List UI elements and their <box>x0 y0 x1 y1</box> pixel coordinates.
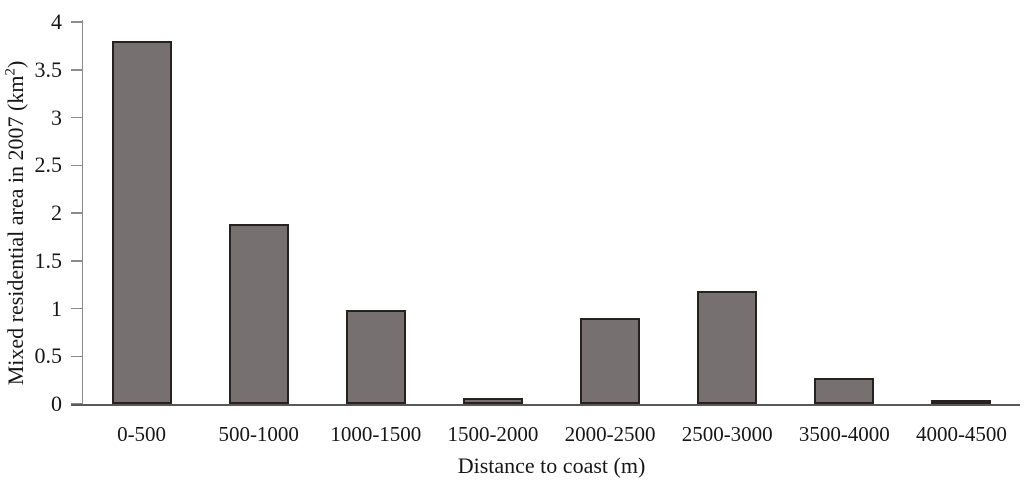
y-tick-mark <box>70 307 82 310</box>
y-tick-label: 3.5 <box>34 56 63 82</box>
y-tick-label: 1.5 <box>34 247 63 273</box>
bar-4000-4500 <box>931 400 992 404</box>
x-tick-label: 2000-2500 <box>564 422 656 446</box>
y-axis-line <box>81 20 83 404</box>
y-tick-mark <box>70 164 82 166</box>
y-tick-label: 0.5 <box>34 343 63 369</box>
y-tick-mark <box>70 355 82 357</box>
x-tick-label: 4000-4500 <box>915 422 1007 446</box>
x-tick-label: 3500-4000 <box>798 422 890 446</box>
y-tick-label: 0 <box>51 391 62 416</box>
x-axis-title: Distance to coast (m) <box>457 453 646 478</box>
x-tick-label: 1000-1500 <box>330 422 422 446</box>
bar-3500-4000 <box>814 378 875 404</box>
y-tick-label: 2 <box>51 200 62 225</box>
bar-1500-2000 <box>462 398 523 404</box>
bar-500-1000 <box>228 223 289 404</box>
bar-2000-2500 <box>580 318 641 404</box>
x-tick-label: 0-500 <box>117 422 167 446</box>
y-tick-mark <box>70 260 82 262</box>
bar-2500-3000 <box>697 291 758 404</box>
y-tick-mark <box>70 21 82 23</box>
y-tick-label: 3 <box>51 104 62 130</box>
x-tick-label: 2500-3000 <box>681 422 773 446</box>
bar-1000-1500 <box>345 310 406 404</box>
y-tick-mark <box>70 69 82 71</box>
y-tick-label: 1 <box>51 295 62 321</box>
y-tick-mark <box>70 212 82 214</box>
x-tick-label: 500-1000 <box>218 422 299 446</box>
y-tick-label: 4 <box>51 9 62 34</box>
y-tick-mark <box>70 116 82 119</box>
bar-0-500 <box>111 41 172 404</box>
x-axis-line <box>70 404 1020 406</box>
y-tick-label: 2.5 <box>34 152 63 178</box>
x-tick-label: 1500-2000 <box>447 422 539 446</box>
